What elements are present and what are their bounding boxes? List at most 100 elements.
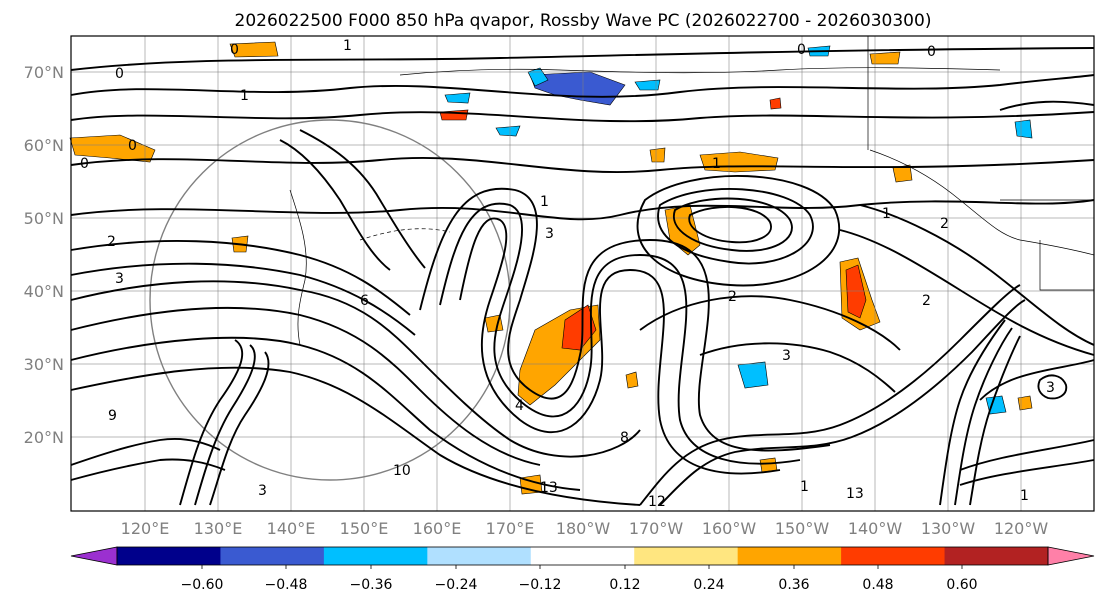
contour-line [636,175,841,287]
coastline [869,149,1095,256]
positive-anomaly-region [769,97,782,110]
contour-label: 3 [115,271,124,287]
lon-label: 140°W [848,519,903,538]
contour-line [959,459,1095,486]
contour-line [299,129,426,269]
contour-line [699,342,896,393]
colorbar-tick-label: 0.48 [862,577,893,593]
contour-label: 1 [882,206,891,222]
contour-line [70,280,641,458]
lon-label: 150°W [775,519,830,538]
lon-label: 160°E [413,519,462,538]
contour-line [194,344,256,506]
contour-line [939,319,1006,506]
contour-line [179,339,244,506]
map-title: 2026022500 F000 850 hPa qvapor, Rossby W… [235,11,932,31]
lon-label: 130°E [194,519,243,538]
negative-anomaly-region [495,125,521,137]
rossby-wave-contours [70,47,1095,506]
contour-line [70,336,581,491]
contour-label: 3 [782,348,791,364]
colorbar-tick-label: 0.12 [609,577,640,593]
contour-line [70,111,1095,123]
positive-anomaly-region [625,371,639,389]
contour-label: 0 [80,156,89,172]
contour-line [70,262,416,336]
lat-label: 50°N [24,209,64,228]
contour-label: 2 [728,289,737,305]
contour-line [839,229,1095,356]
positive-anomaly-region [561,304,597,351]
contour-label: 1 [343,38,352,54]
contour-line [419,187,831,452]
graticule [71,36,1094,511]
contour-line [639,284,1021,506]
lon-label: 120°W [994,519,1049,538]
contour-label: 0 [230,42,239,58]
negative-anomaly-region [1014,119,1033,139]
contour-label: 13 [846,486,864,502]
lon-label: 120°E [121,519,170,538]
contour-label: 1 [1020,488,1029,504]
coastline [289,189,307,346]
reference-circle [149,119,511,481]
contour-line [209,351,270,506]
contour-line [1037,374,1068,400]
map-frame [70,35,1095,512]
positive-anomaly-region [229,41,279,58]
contour-label: 1 [712,156,721,172]
contour-label: 1 [800,479,809,495]
contour-label: 6 [360,293,369,309]
latitude-labels: 70°N 60°N 50°N 40°N 30°N 20°N [24,63,64,447]
contour-line [999,100,1095,111]
colorbar-cell [220,547,325,565]
colorbar-cell [117,547,221,565]
lat-label: 30°N [24,355,64,374]
lon-label: 150°E [340,519,389,538]
contour-line [70,199,1095,221]
contour-label: 2 [107,234,116,250]
contour-line [70,240,411,316]
lat-label: 20°N [24,428,64,447]
colorbar-tick-label: 0.60 [946,577,977,593]
contour-label: 0 [927,44,936,60]
contour-label: 10 [393,463,411,479]
colorbar-cell [427,547,532,565]
lon-label: 170°W [629,519,684,538]
colorbar-cell [841,547,946,565]
contour-label: 0 [128,138,137,154]
lon-label: 140°E [267,519,316,538]
contour-line [954,327,1013,506]
lat-label: 60°N [24,136,64,155]
coastlines [289,36,1095,346]
contour-labels: 0 0 0 0 0 0 1 1 1 1 1 1 2 2 2 2 3 3 3 3 … [80,38,1055,510]
colorbar-tick-label: −0.60 [181,577,224,593]
contour-label: 3 [1046,380,1055,396]
contour-line [70,74,1095,98]
colorbar-cells [70,546,1095,569]
contour-line [959,439,1095,471]
contour-line [70,458,226,481]
colorbar-cell [944,547,1049,565]
lon-label: 170°E [486,519,535,538]
colorbar-tick-label: −0.36 [350,577,393,593]
colorbar-tick-label: 0.36 [778,577,809,593]
contour-line [279,139,391,271]
colorbar: −0.60 −0.48 −0.36 −0.24 −0.12 0.12 0.24 … [70,546,1095,593]
border [1039,240,1094,291]
colorbar-tick-label: −0.24 [435,577,478,593]
colorbar-cell [530,547,635,565]
longitude-labels: 120°E 130°E 140°E 150°E 160°E 170°E 180°… [121,519,1049,538]
contour-line [672,197,793,252]
contour-line [459,217,781,475]
map-plot-area: 0 0 0 0 0 0 1 1 1 1 1 1 2 2 2 2 3 3 3 3 … [69,35,1095,512]
lon-label: 130°W [921,519,976,538]
colorbar-cell [737,547,842,565]
contour-line [979,359,1095,401]
contour-label: 13 [540,480,558,496]
contour-line [639,295,901,351]
contour-line [657,188,814,265]
colorbar-tick-label: −0.48 [265,577,308,593]
positive-anomaly-region [869,51,901,65]
